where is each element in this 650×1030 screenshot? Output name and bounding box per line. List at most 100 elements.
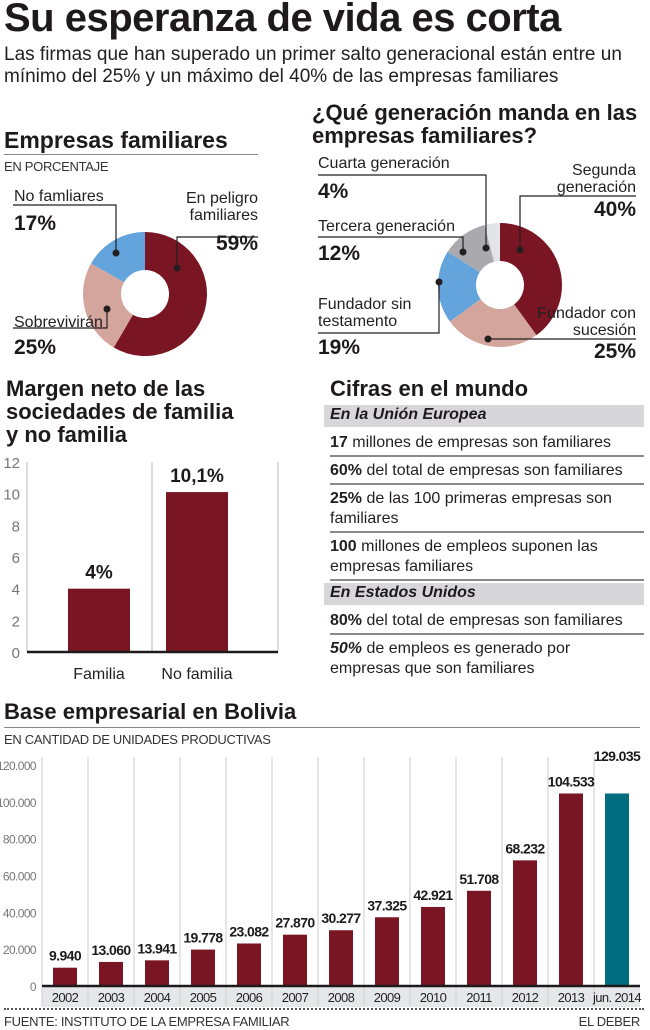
- bolivia-bar-2005: [191, 949, 215, 986]
- donut1-value-sobreviviran: 25%: [14, 336, 57, 359]
- leader-line-en-peligro: [176, 236, 258, 268]
- cifras-item: 25% de las 100 primeras empresas son fam…: [330, 487, 644, 533]
- cifras-item: 80% del total de empresas son familiares: [330, 609, 644, 635]
- bolivia-data-label: 13.941: [137, 940, 177, 956]
- margen-bar-familia: [68, 588, 130, 652]
- cifras-item: 60% del total de empresas son familiares: [330, 459, 644, 485]
- donut2-chart: [318, 174, 636, 348]
- cifras-item-figure: 60%: [330, 462, 363, 479]
- bolivia-ytick-label: 60.000: [3, 870, 37, 884]
- leader-line-no-familiares: [13, 204, 117, 253]
- cifras-item-text: de empleos es generado por empresas que …: [330, 640, 571, 677]
- margen-data-label: 4%: [85, 563, 113, 584]
- bolivia-category-band: [42, 986, 640, 1007]
- bolivia-bar-2008: [329, 930, 353, 986]
- bolivia-data-label: 68.232: [505, 840, 545, 856]
- cifras-item-text: de las 100 primeras empresas son familia…: [330, 490, 612, 527]
- bolivia-bar-2004: [145, 960, 169, 986]
- margen-bar-no-familia: [166, 492, 228, 652]
- donut1-subtitle: EN PORCENTAJE: [4, 159, 109, 174]
- bolivia-bar-2002: [53, 967, 77, 986]
- donut1-label-en-peligro: En peligro familiares: [185, 190, 258, 224]
- margen-ytick-label: 12: [3, 455, 20, 472]
- bolivia-data-label: 51.708: [459, 871, 499, 887]
- cifras-item: 100 millones de empleos suponen las empr…: [330, 535, 644, 581]
- bolivia-bar-2009: [375, 917, 399, 986]
- bolivia-bar-2012: [513, 860, 537, 986]
- donut2-label-segunda: Segunda generación: [556, 162, 636, 196]
- bolivia-title: Base empresarial en Bolivia: [4, 699, 297, 724]
- marker-dot: [484, 335, 492, 343]
- donut2-label-cuarta: Cuarta generación: [318, 155, 450, 172]
- margen-ytick-label: 4: [12, 582, 20, 599]
- margen-ytick-label: 0: [12, 645, 20, 662]
- margen-title: Margen neto de las sociedades de familia…: [6, 376, 234, 447]
- cifras-group-heading: En Estados Unidos: [324, 583, 644, 605]
- bolivia-data-label: 42.921: [413, 887, 453, 903]
- cifras-item-figure: 100: [330, 538, 357, 555]
- bolivia-ytick-label: 80.000: [3, 833, 37, 847]
- margen-ytick-label: 6: [12, 550, 20, 567]
- donut1-label-no-familiares: No famliares: [14, 188, 104, 205]
- leader-line-tercera: [318, 236, 464, 252]
- footer-source: FUENTE: INSTITUTO DE LA EMPRESA FAMILIAR: [4, 1014, 290, 1029]
- cifras-item-text: millones de empleos suponen las empresas…: [330, 538, 598, 575]
- donut1-rule: [4, 154, 258, 155]
- donut-slice-no-famliares: [90, 232, 145, 283]
- margen-ytick-label: 8: [12, 518, 20, 535]
- bolivia-bar-jun-2014: [605, 793, 629, 986]
- donut-slice-segunda-generaci-n: [500, 223, 562, 336]
- bolivia-category-label: 2004: [144, 990, 171, 1005]
- marker-dot: [112, 249, 120, 257]
- bolivia-subtitle: EN CANTIDAD DE UNIDADES PRODUCTIVAS: [4, 732, 271, 747]
- cifras-title: Cifras en el mundo: [330, 376, 529, 401]
- bolivia-bar-2010: [421, 906, 445, 986]
- donut-slice-fundador-con-sucesi-n: [449, 299, 537, 348]
- bolivia-bar-2003: [99, 961, 123, 986]
- marker-dot: [516, 246, 524, 254]
- cifras-item: 17 millones de empresas son familiares: [330, 431, 644, 457]
- margen-category-label: No familia: [161, 666, 232, 683]
- margen-ytick-label: 2: [12, 613, 20, 630]
- donut2-value-segunda: 40%: [593, 198, 636, 221]
- bolivia-data-label: 37.325: [367, 897, 407, 913]
- donut-slice-en-peligro-familiares: [113, 232, 207, 356]
- margen-chart: 0 2 4 6 8 10 12 4% Familia 10,1% No familia: [3, 455, 279, 683]
- bolivia-category-label: 2009: [374, 990, 401, 1005]
- cifras-item-figure: 50%: [330, 640, 363, 657]
- bolivia-category-label: 2006: [236, 990, 263, 1005]
- donut1-chart: [13, 204, 258, 356]
- donut2-value-tercera: 12%: [318, 242, 361, 265]
- leader-line-sobreviviran: [13, 309, 108, 329]
- donut2-label-tercera: Tercera generación: [318, 218, 455, 235]
- margen-category-label: Familia: [73, 666, 125, 683]
- page-title: Su esperanza de vida es corta: [4, 0, 561, 40]
- bolivia-category-label: 2013: [558, 990, 585, 1005]
- cifras-item-figure: 25%: [330, 490, 363, 507]
- donut2-value-fundador-sin: 19%: [318, 336, 361, 359]
- donut2-label-fundador-con: Fundador con sucesión: [537, 305, 636, 339]
- marker-dot: [459, 248, 467, 256]
- donut-slice-tercera-generaci-n: [447, 224, 495, 273]
- bolivia-ytick-label: 20.000: [3, 943, 37, 957]
- bolivia-data-label: 13.060: [91, 942, 131, 958]
- footer-rule: [4, 1008, 644, 1010]
- marker-dot: [482, 244, 490, 252]
- bolivia-chart: 0 20.000 40.000 60.000 80.000 100.000 120.000 9…: [0, 748, 642, 1007]
- page-subtitle: Las firmas que han superado un primer sa…: [4, 44, 622, 87]
- bolivia-data-label: 19.778: [183, 930, 223, 946]
- cifras-item-text: del total de empresas son familiares: [362, 612, 623, 629]
- bolivia-rule: [4, 727, 640, 728]
- donut1-value-en-peligro: 59%: [215, 232, 258, 255]
- margen-ytick-label: 10: [3, 487, 20, 504]
- bolivia-data-label: 27.870: [275, 915, 315, 931]
- cifras-item-text: millones de empresas son familiares: [347, 434, 612, 451]
- bolivia-ytick-label: 0: [30, 980, 37, 994]
- bolivia-bar-2013: [559, 793, 583, 986]
- margen-data-label: 10,1%: [170, 466, 224, 487]
- bolivia-category-label: jun. 2014: [592, 990, 641, 1005]
- bolivia-ytick-label: 100.000: [0, 796, 37, 810]
- donut-slice-cuarta-generaci-n: [484, 223, 500, 262]
- bolivia-data-label: 23.082: [229, 923, 269, 939]
- bolivia-category-label: 2002: [52, 990, 79, 1005]
